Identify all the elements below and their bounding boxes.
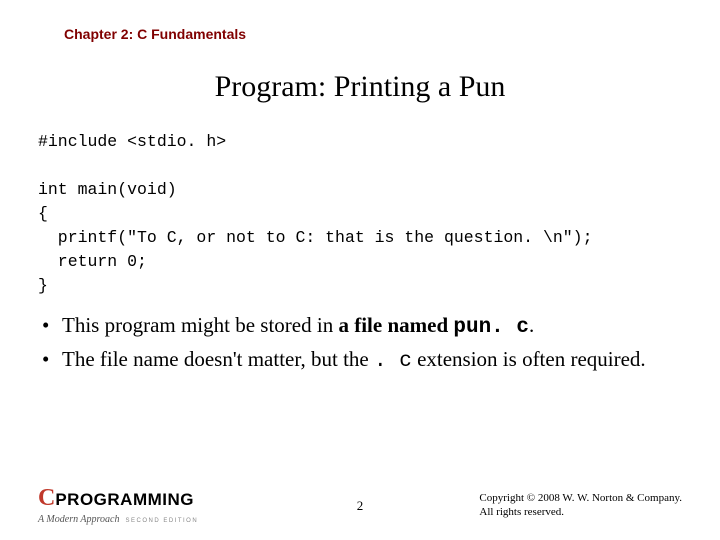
footer: CPROGRAMMING A Modern Approach SECOND EDI… [38, 486, 682, 526]
logo-subtitle-row: A Modern Approach SECOND EDITION [38, 510, 198, 526]
copyright-line: Copyright © 2008 W. W. Norton & Company. [479, 492, 682, 506]
bullet-list: • This program might be stored in a file… [38, 311, 682, 376]
slide-title: Program: Printing a Pun [38, 70, 682, 104]
chapter-header: Chapter 2: C Fundamentals [64, 26, 682, 42]
book-logo: CPROGRAMMING A Modern Approach SECOND EDI… [38, 486, 198, 526]
bullet-text: The file name doesn't matter, but the . … [62, 345, 682, 376]
code-line: #include <stdio. h> [38, 132, 226, 151]
code-line: printf("To C, or not to C: that is the q… [38, 228, 593, 247]
text-span: extension is often required. [412, 347, 646, 371]
bullet-dot: • [42, 345, 62, 376]
text-mono: . c [374, 350, 412, 373]
copyright: Copyright © 2008 W. W. Norton & Company.… [479, 492, 682, 520]
text-span: The file name doesn't matter, but the [62, 347, 374, 371]
text-bold: a file named [338, 313, 453, 337]
code-line: return 0; [38, 252, 147, 271]
page-number: 2 [357, 498, 364, 514]
code-line: } [38, 276, 48, 295]
code-block: #include <stdio. h> int main(void) { pri… [38, 130, 682, 297]
slide-container: Chapter 2: C Fundamentals Program: Print… [0, 0, 720, 540]
logo-subtitle: A Modern Approach [38, 514, 119, 525]
code-line: int main(void) [38, 180, 177, 199]
text-span: This program might be stored in [62, 313, 338, 337]
logo-c-letter: C [38, 486, 55, 510]
copyright-line: All rights reserved. [479, 506, 682, 520]
code-line: { [38, 204, 48, 223]
bullet-item: • This program might be stored in a file… [42, 311, 682, 342]
logo-edition: SECOND EDITION [125, 518, 198, 524]
logo-programming: PROGRAMMING [55, 491, 194, 508]
bullet-dot: • [42, 311, 62, 342]
text-mono: pun. c [453, 316, 529, 339]
bullet-text: This program might be stored in a file n… [62, 311, 682, 342]
logo-main: CPROGRAMMING [38, 486, 198, 510]
text-span: . [529, 313, 534, 337]
bullet-item: • The file name doesn't matter, but the … [42, 345, 682, 376]
